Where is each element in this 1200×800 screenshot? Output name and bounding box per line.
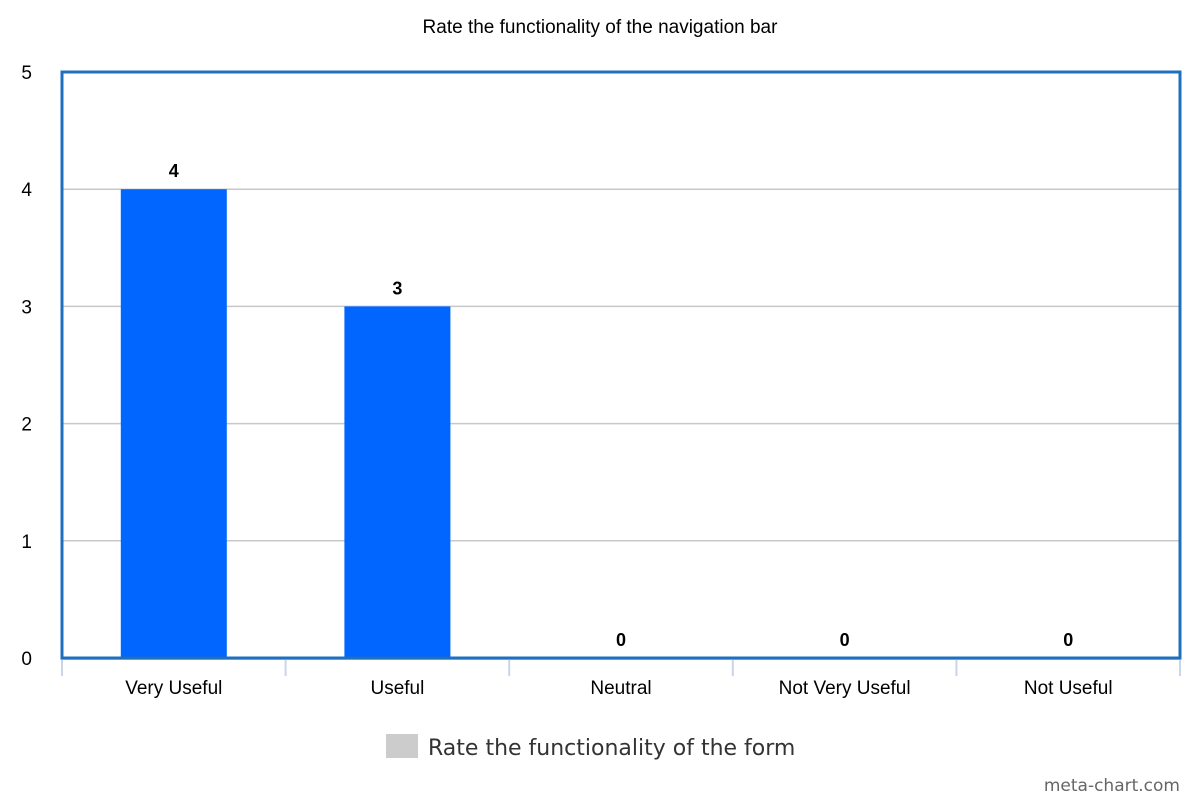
y-tick-label: 5	[21, 63, 32, 84]
data-labels: 4 3 0 0 0	[169, 161, 1073, 650]
grid-lines	[62, 188, 1180, 542]
legend-swatch	[386, 734, 418, 758]
legend-label: Rate the functionality of the form	[428, 736, 795, 761]
plot-frame	[60, 70, 1182, 660]
data-label: 0	[840, 630, 850, 650]
chart-title: Rate the functionality of the navigation…	[423, 17, 779, 38]
x-tick-label: Not Very Useful	[779, 678, 911, 699]
watermark: meta-chart.com	[1044, 776, 1180, 796]
x-tick-label: Neutral	[590, 678, 651, 699]
data-label: 4	[169, 161, 179, 181]
y-tick-label: 4	[21, 180, 32, 201]
legend: Rate the functionality of the form	[386, 734, 795, 761]
x-tick-label: Very Useful	[125, 678, 222, 699]
data-label: 0	[1063, 630, 1073, 650]
y-tick-label: 0	[21, 649, 32, 670]
y-tick-label: 3	[21, 297, 32, 318]
y-tick-label: 2	[21, 415, 32, 436]
data-label: 0	[616, 630, 626, 650]
x-axis: Very Useful Useful Neutral Not Very Useful N…	[61, 658, 1181, 699]
y-tick-label: 1	[21, 532, 32, 553]
x-tick-label: Useful	[370, 678, 424, 699]
bar	[344, 306, 451, 658]
bar	[120, 189, 227, 658]
data-label: 3	[392, 278, 402, 298]
y-axis-ticks: 0 1 2 3 4 5	[21, 63, 32, 670]
x-tick-label: Not Useful	[1024, 678, 1113, 699]
bars	[120, 189, 451, 658]
